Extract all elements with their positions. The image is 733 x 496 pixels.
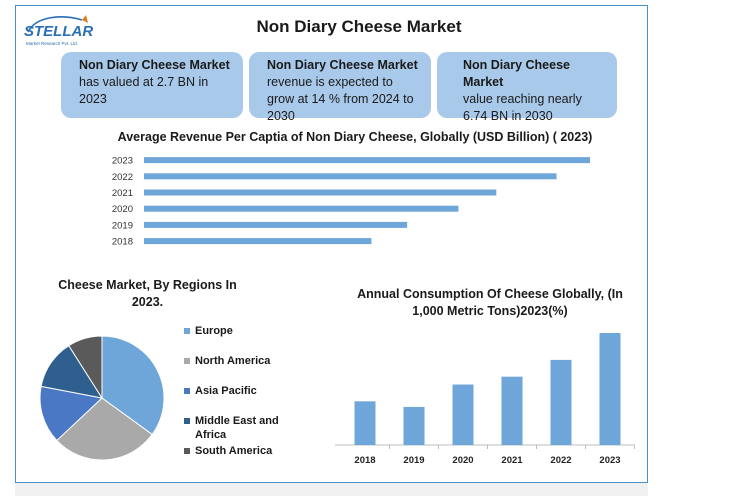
- consumption-chart-title: Annual Consumption Of Cheese Globally, (…: [357, 287, 623, 318]
- legend-swatch: [184, 358, 190, 364]
- info-box-text: value reaching nearly 6.74 BN in 2030: [463, 92, 582, 123]
- legend-item: Europe: [184, 324, 304, 338]
- y-tick-label: 2021: [112, 188, 133, 199]
- legend-item: Asia Pacific: [184, 384, 304, 398]
- bar-2018: [144, 238, 372, 245]
- x-tick-label: 2021: [501, 455, 523, 466]
- revenue-bar-chart: 2023 2022 2021 2020 2019 2018: [112, 156, 590, 248]
- regions-pie-chart: [39, 335, 165, 461]
- regions-chart-title: Cheese Market, By Regions In 2023.: [58, 278, 237, 309]
- svg-text:STELLAR: STELLAR: [24, 23, 93, 40]
- bar-2018: [354, 401, 376, 445]
- info-box-lead: Non Diary Cheese Market: [463, 58, 570, 89]
- pie-slice-europe: [101, 335, 165, 436]
- pie-slice-north-america: [56, 397, 153, 461]
- info-box-forecast: Non Diary Cheese Market value reaching n…: [437, 52, 617, 123]
- legend-label: Middle East and Africa: [195, 415, 279, 441]
- info-box-lead: Non Diary Cheese Market: [267, 58, 418, 72]
- pie-slice-south-america: [68, 335, 103, 400]
- legend-label: Asia Pacific: [195, 385, 257, 397]
- legend-item: North America: [184, 354, 304, 368]
- y-tick-label: 2018: [112, 237, 133, 248]
- info-box-lead: Non Diary Cheese Market: [79, 58, 230, 72]
- legend-swatch: [184, 328, 190, 334]
- bar-2020: [144, 205, 459, 212]
- x-tick-label: 2020: [452, 455, 473, 466]
- info-box-text: revenue is expected to grow at 14 % from…: [267, 75, 414, 123]
- legend-swatch: [184, 418, 190, 424]
- y-tick-label: 2023: [112, 156, 133, 167]
- info-box-valuation: Non Diary Cheese Market has valued at 2.…: [61, 52, 243, 118]
- bar-2022: [144, 173, 557, 180]
- bottom-strip: [15, 483, 648, 496]
- page-title: Non Diary Cheese Market: [256, 17, 462, 36]
- y-tick-label: 2019: [112, 220, 133, 231]
- x-tick-label: 2022: [550, 455, 571, 466]
- svg-text:Market Research Pvt. Ltd.: Market Research Pvt. Ltd.: [26, 41, 78, 46]
- bar-2021: [501, 376, 523, 445]
- info-box-growth: Non Diary Cheese Market revenue is expec…: [249, 52, 431, 123]
- x-tick-label: 2018: [354, 455, 375, 466]
- info-box-text: has valued at 2.7 BN in 2023: [79, 75, 209, 106]
- bar-2023: [599, 333, 621, 445]
- revenue-chart-title: Average Revenue Per Captia of Non Diary …: [117, 130, 593, 144]
- y-tick-label: 2022: [112, 172, 133, 183]
- bar-2020: [452, 384, 474, 445]
- legend-label: Europe: [195, 325, 233, 337]
- pie-slice-asia-pacific: [39, 385, 104, 442]
- legend-item: South America: [184, 444, 304, 458]
- legend-swatch: [184, 388, 190, 394]
- x-tick-label: 2023: [599, 455, 620, 466]
- legend-swatch: [184, 448, 190, 454]
- stellar-logo: STELLAR Market Research Pvt. Ltd.: [22, 12, 96, 48]
- bar-2022: [550, 359, 572, 445]
- y-tick-label: 2020: [112, 204, 133, 215]
- consumption-bar-chart: 2018 2019 2020 2021 2022 2023: [335, 333, 635, 466]
- bar-2019: [144, 221, 408, 228]
- legend-label: North America: [195, 355, 271, 367]
- bar-2021: [144, 189, 497, 196]
- legend-item: Middle East and Africa: [184, 414, 304, 442]
- x-tick-label: 2019: [403, 455, 424, 466]
- bar-2023: [144, 157, 590, 164]
- legend-label: South America: [195, 445, 273, 457]
- bar-2019: [403, 406, 425, 445]
